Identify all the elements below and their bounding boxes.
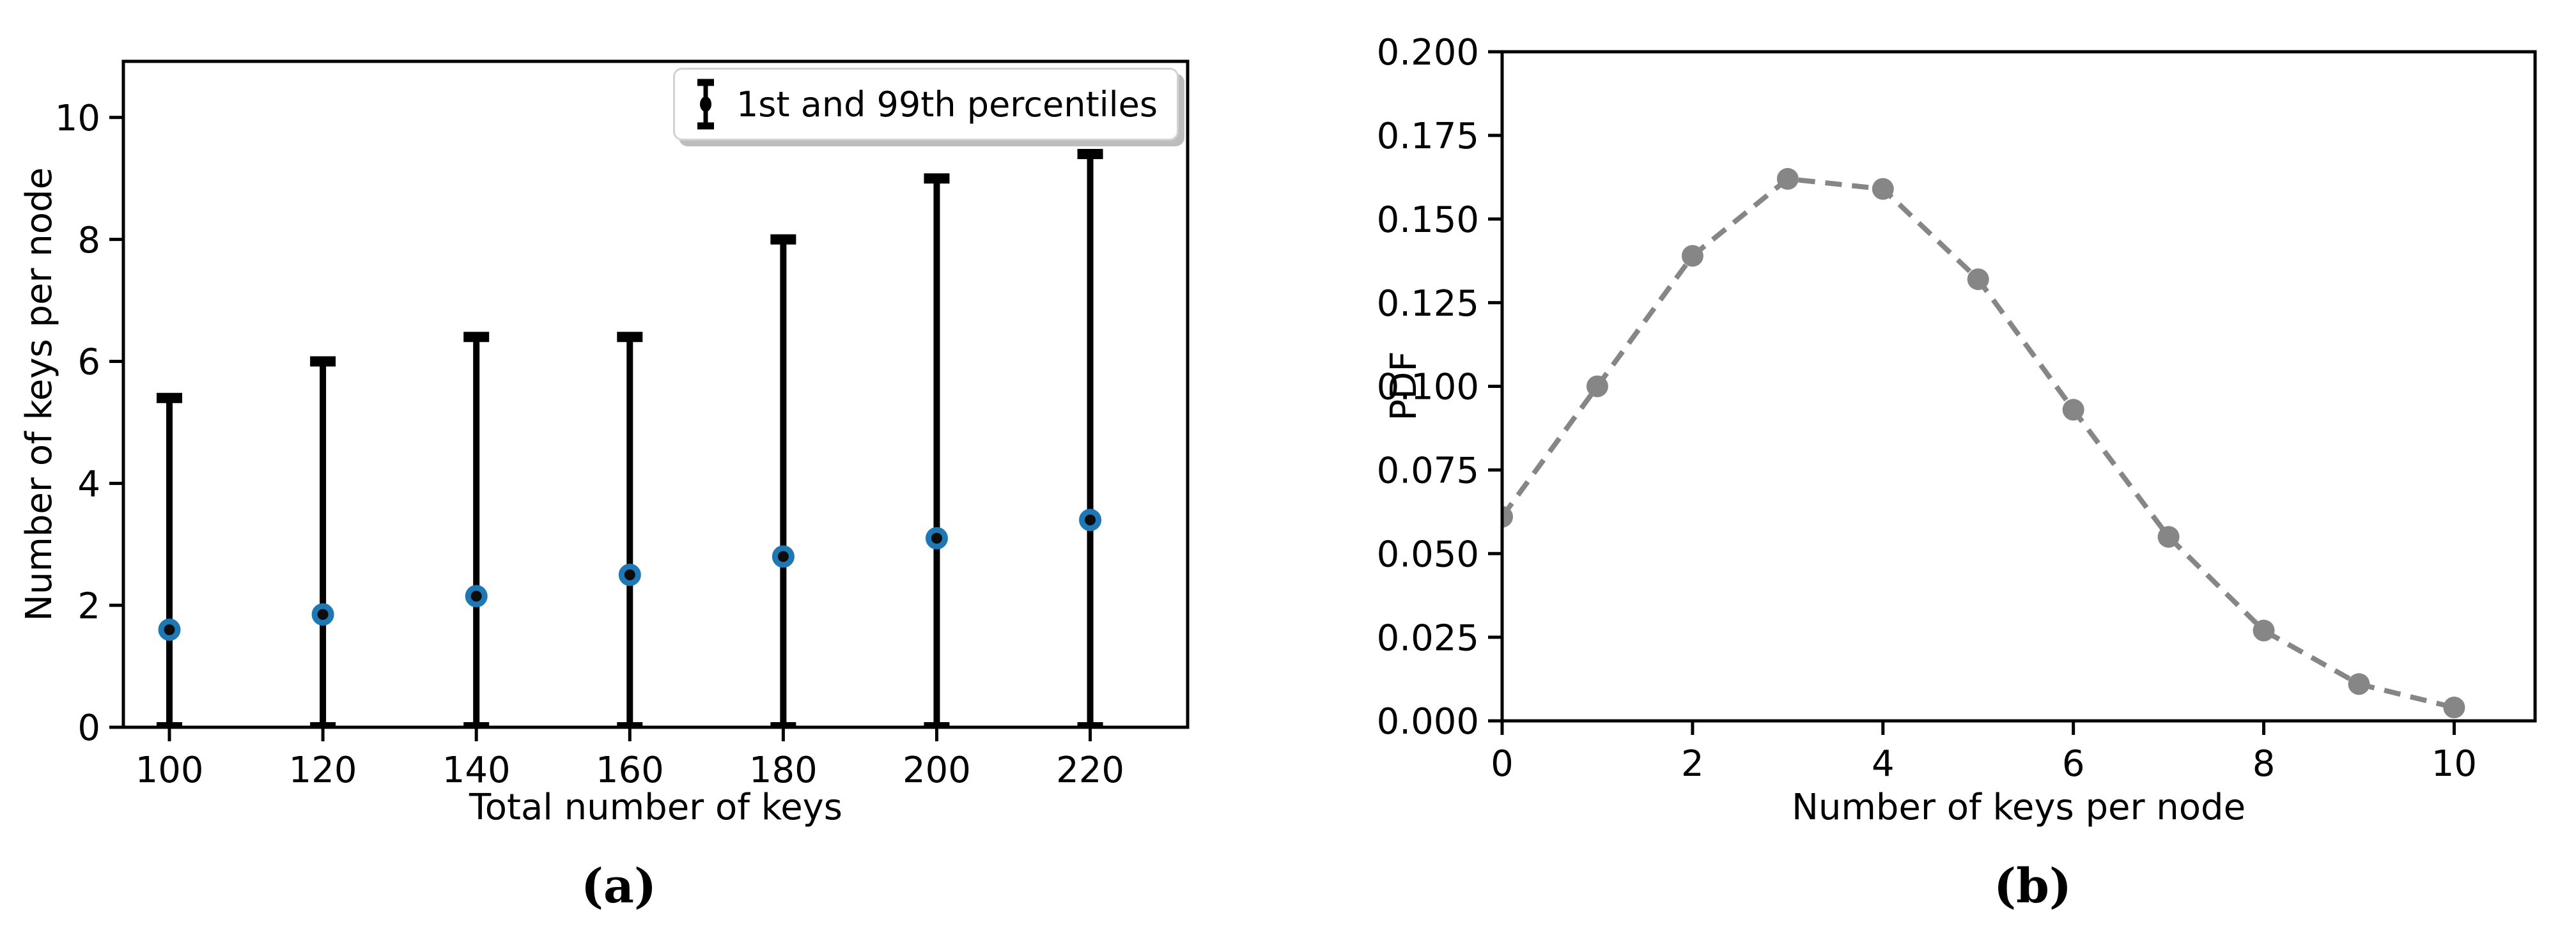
- svg-text:0.125: 0.125: [1377, 283, 1479, 325]
- data-point: [465, 585, 488, 608]
- svg-text:160: 160: [596, 750, 664, 791]
- svg-text:0.050: 0.050: [1377, 534, 1479, 575]
- axes-spines-b: [1500, 50, 2537, 723]
- svg-text:0: 0: [77, 707, 100, 749]
- data-point: [158, 618, 181, 641]
- data-point: [2253, 619, 2275, 642]
- panel-a-ylabel: Number of keys per node: [18, 167, 60, 622]
- panel-a-legend: 1st and 99th percentiles: [672, 68, 1179, 141]
- svg-text:0.200: 0.200: [1377, 32, 1479, 73]
- data-point: [1502, 505, 1513, 528]
- panel-b-ylabel: PDF: [1383, 351, 1425, 421]
- legend-label: 1st and 99th percentiles: [736, 84, 1158, 125]
- svg-text:0.175: 0.175: [1377, 116, 1479, 157]
- panel-a-caption: (a): [581, 859, 656, 914]
- data-point: [618, 563, 641, 586]
- data-point: [2348, 673, 2370, 695]
- data-point: [2157, 526, 2180, 548]
- data-point: [1872, 178, 1894, 200]
- data-point: [1681, 245, 1703, 267]
- data-series-b: [1502, 167, 2465, 719]
- axes-spines-a: [121, 59, 1190, 729]
- data-point: [1586, 375, 1608, 397]
- svg-text:4: 4: [1872, 743, 1895, 785]
- panel-b-xlabel: Number of keys per node: [1791, 787, 2246, 828]
- svg-text:10: 10: [55, 98, 100, 139]
- data-point: [1776, 167, 1799, 190]
- svg-text:0.025: 0.025: [1377, 617, 1479, 659]
- svg-text:6: 6: [77, 342, 100, 383]
- svg-text:2: 2: [77, 585, 100, 627]
- pdf-dashed-line: [1502, 176, 2455, 710]
- svg-text:180: 180: [749, 750, 818, 791]
- svg-text:220: 220: [1056, 750, 1124, 791]
- svg-text:0.100: 0.100: [1377, 367, 1479, 408]
- svg-text:0.000: 0.000: [1377, 701, 1479, 743]
- axis-ticks-b: 0 2 4 6 8 10 0.000 0.025 0.050 0.075 0.100 0.125 0.1…: [1377, 32, 2477, 785]
- panel-b-caption: (b): [1994, 859, 2072, 914]
- svg-text:0: 0: [1491, 743, 1514, 785]
- svg-text:6: 6: [2062, 743, 2085, 785]
- svg-text:10: 10: [2432, 743, 2477, 785]
- svg-text:0.075: 0.075: [1377, 451, 1479, 492]
- data-point: [772, 545, 795, 568]
- svg-text:4: 4: [77, 463, 100, 505]
- data-point: [1079, 509, 1102, 532]
- data-point: [2443, 697, 2465, 719]
- svg-text:0.150: 0.150: [1377, 199, 1479, 241]
- errorbar-legend-icon: [697, 79, 714, 130]
- data-point: [2062, 399, 2084, 421]
- panel-a-xlabel: Total number of keys: [469, 787, 842, 828]
- svg-text:120: 120: [289, 750, 357, 791]
- data-series-a: [157, 149, 1103, 727]
- data-point: [1967, 268, 1989, 290]
- svg-text:100: 100: [136, 750, 204, 791]
- data-point: [925, 527, 948, 550]
- svg-text:140: 140: [442, 750, 511, 791]
- svg-text:200: 200: [903, 750, 971, 791]
- svg-text:2: 2: [1681, 743, 1704, 785]
- svg-text:8: 8: [77, 220, 100, 261]
- axis-ticks-a: 100 120 140 160 180 200 220 0 2 4 6 8 10: [55, 98, 1124, 791]
- svg-text:8: 8: [2253, 743, 2276, 785]
- data-point: [311, 603, 334, 626]
